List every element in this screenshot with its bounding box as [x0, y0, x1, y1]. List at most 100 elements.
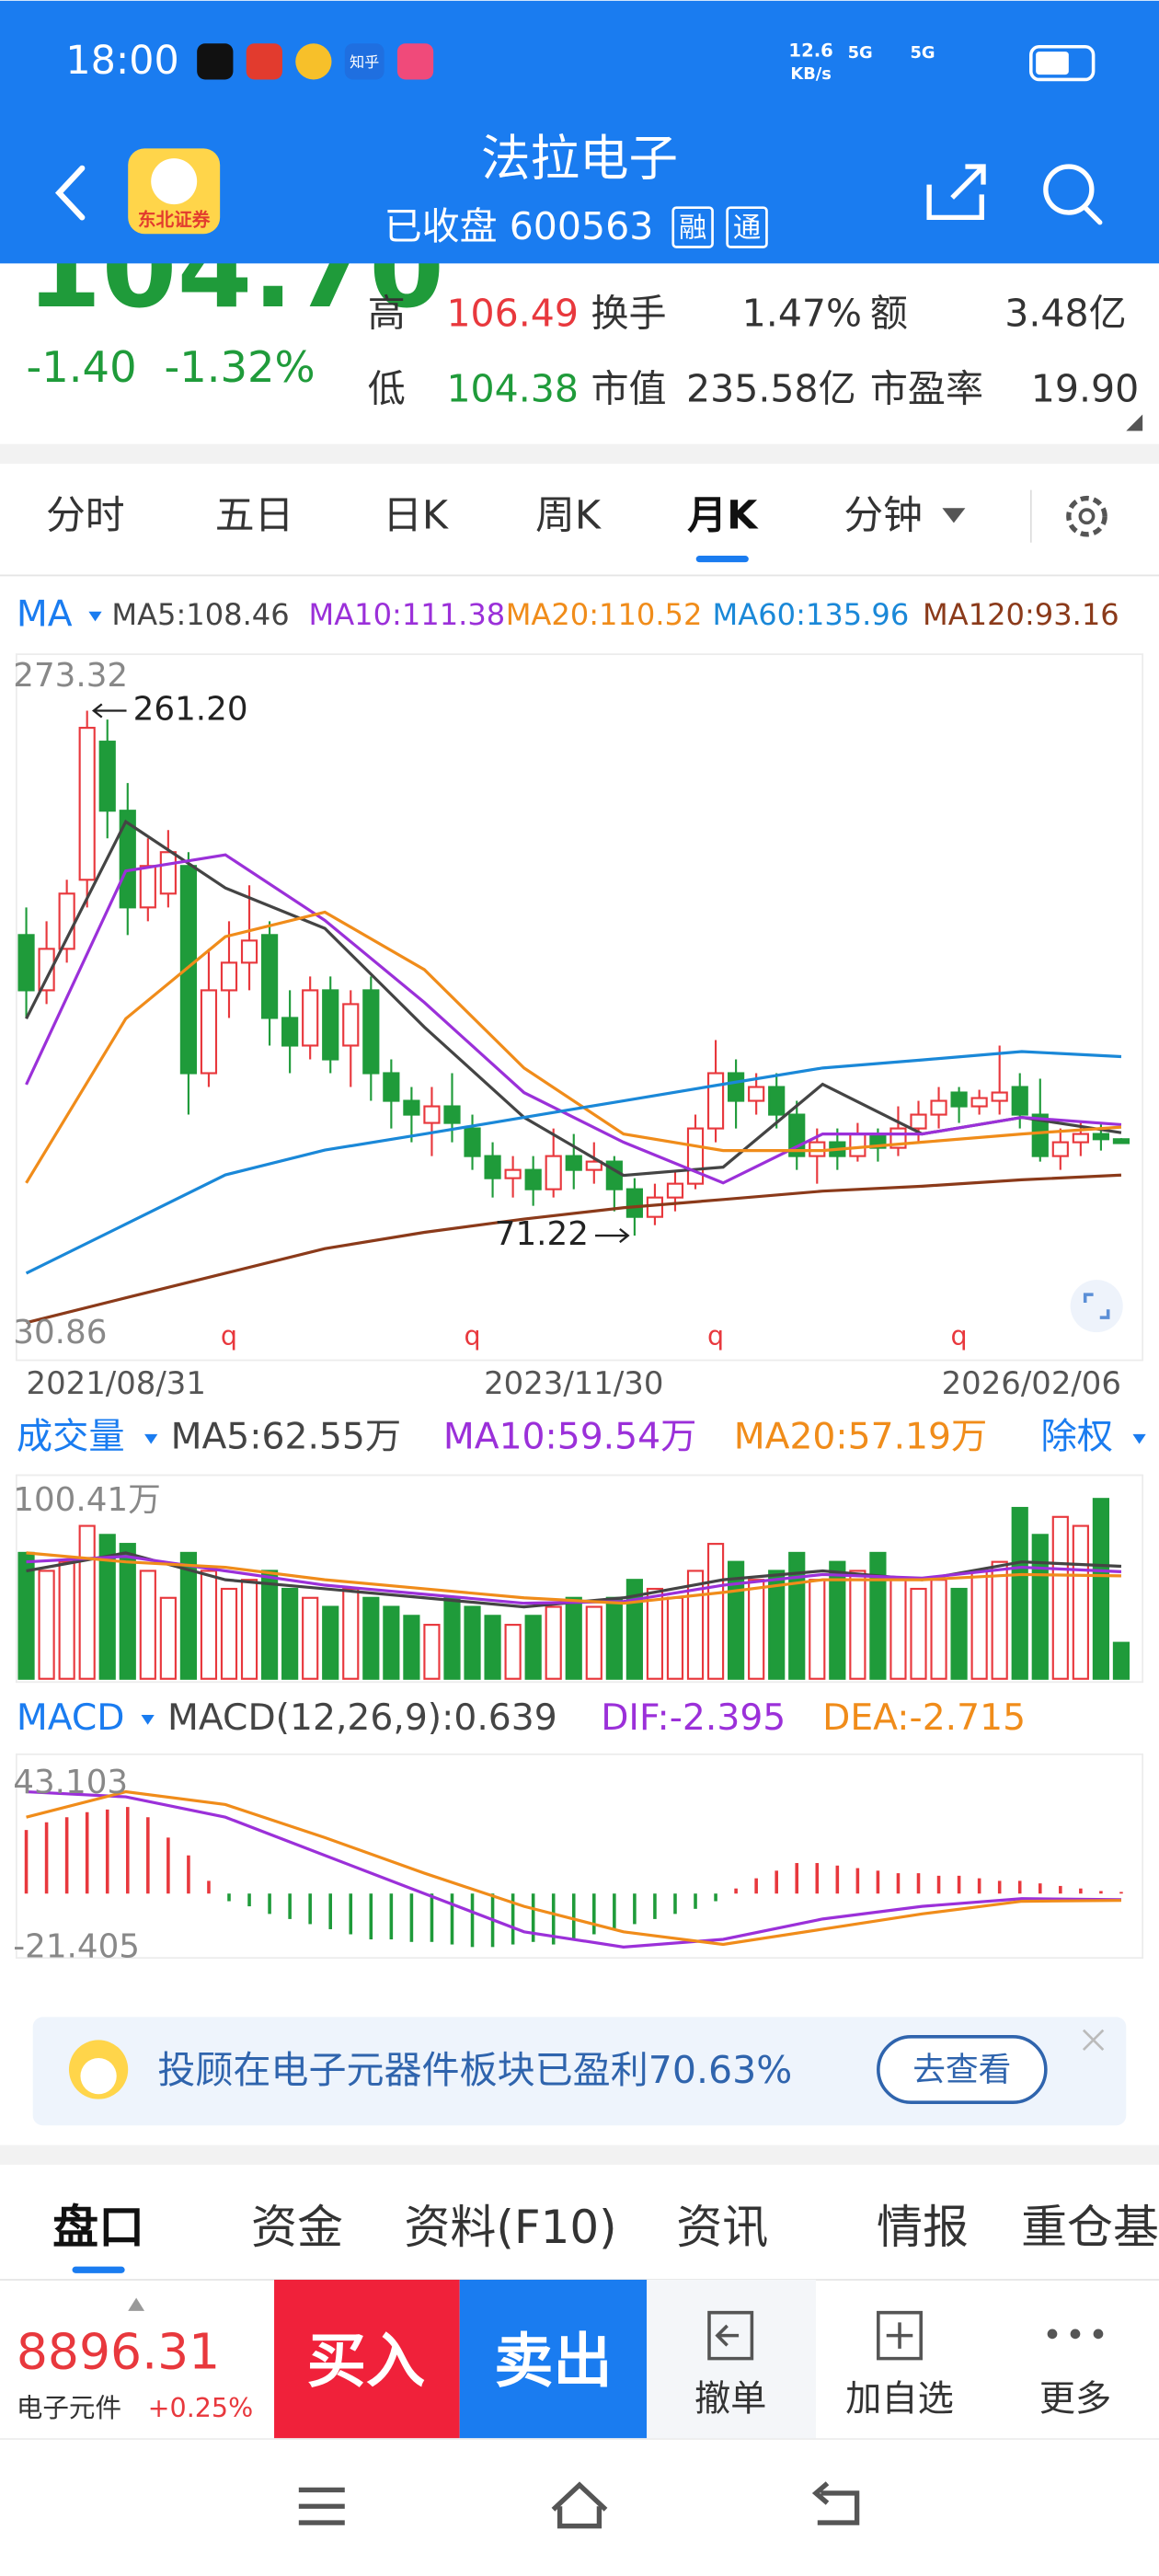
- watch-icon[interactable]: [877, 2310, 924, 2361]
- volume-bar: [991, 1560, 1008, 1680]
- annotation-arrow: [91, 703, 127, 719]
- nav-home[interactable]: [551, 2481, 608, 2529]
- period-marker: q: [707, 1320, 724, 1351]
- annotation: 261.20: [133, 690, 248, 728]
- volume-bar: [686, 1570, 705, 1680]
- info-tab[interactable]: 资金: [251, 2201, 343, 2254]
- legend-item: MA60:135.96: [713, 597, 910, 632]
- index-change: +0.25%: [148, 2392, 254, 2423]
- volume-bar: [585, 1605, 602, 1680]
- back-button[interactable]: [54, 165, 86, 221]
- indicator-line: [26, 1555, 1122, 1605]
- search-button[interactable]: [1043, 164, 1095, 215]
- candle-body: [220, 961, 238, 992]
- candle-body: [646, 1196, 664, 1218]
- volume-bar: [423, 1624, 441, 1680]
- info-tab[interactable]: 资讯: [676, 2201, 768, 2254]
- volume-bar: [605, 1596, 623, 1680]
- info-tab[interactable]: 情报: [877, 2201, 969, 2254]
- volume-bar: [98, 1534, 116, 1680]
- info-tab[interactable]: 盘口: [52, 2201, 144, 2254]
- legend-item: MA10:59.54万: [443, 1417, 697, 1458]
- candle-body: [1092, 1133, 1110, 1141]
- volume-bar: [869, 1551, 887, 1680]
- volume-bar: [1031, 1534, 1049, 1680]
- candle-body: [748, 1086, 765, 1102]
- separator: [0, 443, 1159, 465]
- candle-body: [1051, 1141, 1069, 1157]
- legend-title[interactable]: MACD: [17, 1697, 125, 1739]
- share-button[interactable]: [926, 164, 986, 221]
- volume-bar: [260, 1570, 279, 1680]
- settings-button[interactable]: [1066, 495, 1107, 537]
- buy-button[interactable]: [274, 2279, 460, 2440]
- sell-button[interactable]: [459, 2279, 648, 2440]
- indicator-line: [26, 1173, 1122, 1325]
- option-toggle[interactable]: 除权: [1041, 1417, 1114, 1458]
- info-tab[interactable]: 重仓基: [1021, 2201, 1159, 2254]
- badge-box: [671, 206, 714, 248]
- y-tick-label: 273.32: [13, 657, 128, 695]
- period-tab[interactable]: 分钟: [843, 492, 923, 538]
- annotation: 71.22: [495, 1215, 589, 1253]
- period-tab[interactable]: 周K: [535, 492, 602, 538]
- net-speed: 12.6: [788, 40, 832, 62]
- legend-title[interactable]: MA: [17, 594, 73, 636]
- legend-item: MA120:93.16: [923, 597, 1119, 632]
- nav-back[interactable]: [811, 2481, 860, 2525]
- badge: 融: [679, 212, 706, 244]
- volume-bar: [281, 1587, 299, 1680]
- candle-body: [139, 865, 156, 909]
- banner[interactable]: [32, 2017, 1127, 2126]
- period-tab[interactable]: 分时: [46, 492, 125, 538]
- tab-underline: [695, 556, 749, 563]
- quote-field: 106.49: [446, 291, 579, 335]
- banner-button[interactable]: [877, 2035, 1048, 2104]
- logo-face: [151, 158, 198, 205]
- cancel-label[interactable]: 撤单: [694, 2379, 767, 2421]
- close-button[interactable]: [1082, 2029, 1105, 2052]
- indicator-line: [26, 1789, 1121, 1947]
- volume-bar: [1092, 1498, 1110, 1680]
- candle-body: [17, 934, 35, 992]
- period-marker: q: [221, 1320, 237, 1351]
- cancel-icon: [707, 2310, 754, 2361]
- battery-level: [1036, 52, 1069, 75]
- more-label[interactable]: 更多: [1039, 2379, 1112, 2421]
- candle-body: [464, 1127, 481, 1157]
- period-tab[interactable]: 日K: [383, 492, 449, 538]
- dropdown-arrow: [141, 1715, 155, 1725]
- legend-item: MA5:108.46: [111, 597, 289, 632]
- indicator-line: [26, 1551, 1121, 1605]
- volume-bar: [383, 1605, 400, 1680]
- info-tab[interactable]: 资料(F10): [404, 2201, 616, 2254]
- annotation-arrow: [595, 1227, 630, 1244]
- volume-bar: [809, 1579, 826, 1680]
- period-tab[interactable]: 五日: [215, 492, 294, 538]
- more-dot: [1093, 2329, 1104, 2340]
- volume-bar: [504, 1624, 522, 1680]
- corner-mark: [1126, 414, 1143, 431]
- quote-field: 19.90: [1031, 367, 1139, 411]
- quote-field: 104.38: [446, 367, 579, 411]
- logo-text: 东北证券: [138, 209, 211, 230]
- y-tick-label: 30.86: [13, 1314, 107, 1351]
- period-tab[interactable]: 月K: [687, 492, 759, 538]
- candle-body: [504, 1168, 522, 1179]
- candle-body: [98, 741, 116, 812]
- legend-title[interactable]: 成交量: [17, 1417, 125, 1458]
- expand-button[interactable]: [1070, 1280, 1123, 1333]
- separator: [0, 2145, 1159, 2166]
- candle-body: [910, 1113, 927, 1130]
- buy-label[interactable]: 买入: [307, 2327, 425, 2396]
- app-icon: [396, 43, 434, 80]
- settings-core: [1078, 508, 1096, 525]
- candle-body: [1011, 1086, 1028, 1116]
- indicator-params: MACD(12,26,9):0.639: [167, 1697, 557, 1739]
- sell-label[interactable]: 卖出: [494, 2327, 612, 2396]
- volume-bar: [322, 1605, 339, 1680]
- watch-label[interactable]: 加自选: [845, 2379, 954, 2421]
- quote-field: 3.48亿: [1004, 291, 1126, 335]
- volume-bar: [768, 1570, 786, 1680]
- nav-menu[interactable]: [298, 2487, 345, 2525]
